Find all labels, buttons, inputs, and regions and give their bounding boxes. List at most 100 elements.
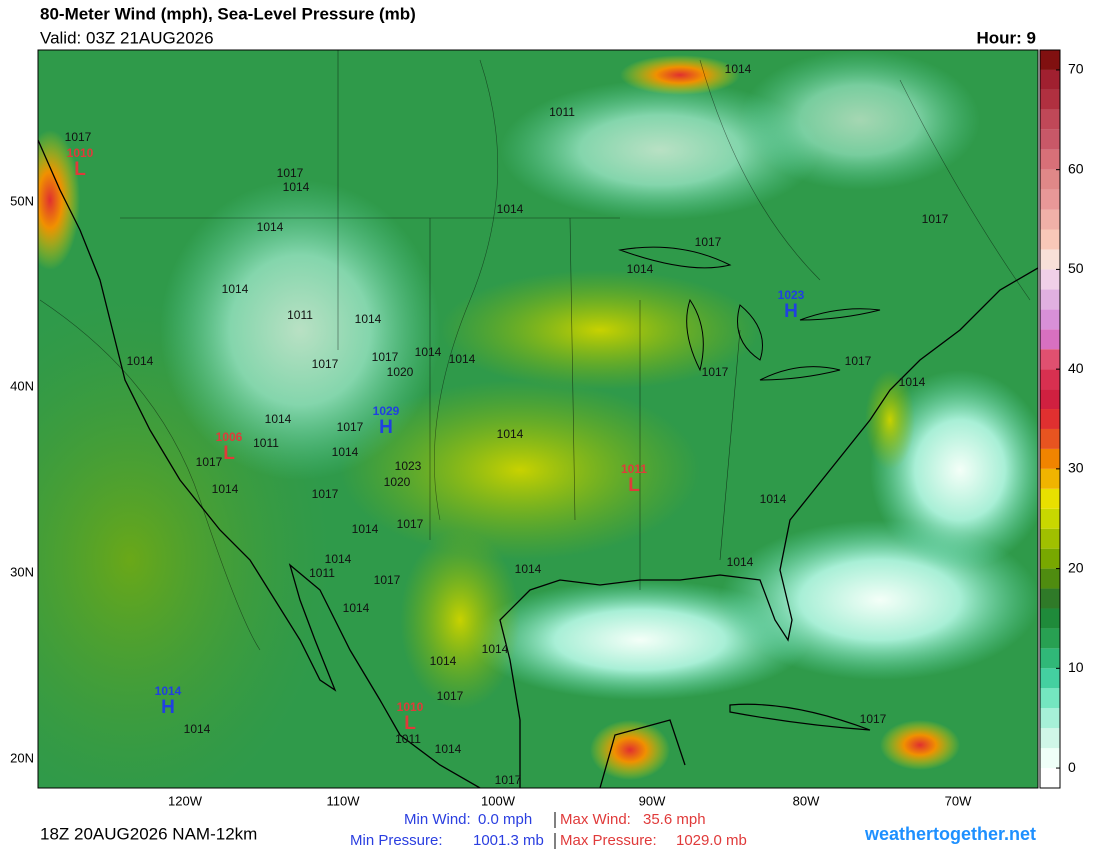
isobar-label: 1014 [325,552,352,566]
isobar-label: 1017 [65,130,92,144]
coastline [38,139,1038,788]
isobar-label: 1014 [212,482,239,496]
colorbar-bin [1040,409,1060,429]
colorbar-bin [1040,448,1060,469]
isobar [39,59,1031,651]
latitude-label: 50N [10,193,34,208]
colorbar-bin [1040,508,1060,529]
colorbar-tick-label: 0 [1068,759,1076,775]
isobar-label: 1014 [497,202,524,216]
colorbar-bin [1040,50,1060,70]
center-symbol: L [628,475,640,496]
isobar-label: 1017 [860,712,887,726]
isobar-label: 1014 [415,345,442,359]
isobar-label: 1014 [127,354,154,368]
min-pressure-value: 1001.3 mb [473,832,544,849]
longitude-label: 120W [168,793,203,808]
colorbar-bin [1040,349,1060,370]
great-lakes [618,246,881,381]
colorbar-bin [1040,89,1060,110]
latitude-label: 20N [10,750,34,765]
center-value: 1011 [621,462,647,476]
isobar-label: 1014 [727,555,754,569]
isobar-label: 1020 [387,365,414,379]
max-wind-value: 35.6 mph [643,811,706,828]
center-symbol: L [404,713,416,734]
colorbar-bin [1040,728,1060,749]
colorbar-bin [1040,249,1060,270]
border [120,50,741,590]
longitude-label: 100W [481,793,516,808]
isobar-label: 1017 [845,354,872,368]
colorbar-bin [1040,648,1060,669]
center-value: 1010 [67,146,94,160]
colorbar-tick-label: 50 [1068,260,1084,276]
isobar-label: 1011 [253,436,279,450]
model-run: 18Z 20AUG2026 NAM-12km [40,824,257,843]
colorbar-bin [1040,229,1060,250]
colorbar-bin [1040,568,1060,589]
valid-time: Valid: 03Z 21AUG2026 [40,28,214,47]
map-field [38,50,1038,788]
isobar-label: 1017 [196,455,223,469]
center-symbol: L [223,443,235,464]
isobar-label: 1014 [283,180,310,194]
colorbar-frame [1039,49,1061,789]
center-value: 1006 [216,430,243,444]
isobar-label: 1014 [497,427,524,441]
center-symbol: H [784,301,798,322]
field-patch [740,50,980,190]
isobar-label: 1014 [899,375,926,389]
isobar-label: 1023 [395,459,422,473]
isobar-label: 1014 [257,220,284,234]
colorbar-bin [1040,289,1060,310]
center-value: 1029 [373,404,400,418]
field-patch [865,370,915,470]
colorbar-tick-label: 30 [1068,460,1084,476]
colorbar-tick-label: 70 [1068,61,1084,77]
colorbar-bin [1040,189,1060,210]
isobar-label: 1011 [287,308,313,322]
colorbar-bin [1040,309,1060,330]
colorbar-tick-label: 20 [1068,559,1084,575]
colorbar-bin [1040,109,1060,130]
center-symbol: H [379,417,393,438]
colorbar-bin [1040,329,1060,350]
colorbar-bin [1040,269,1060,290]
coastline [729,703,871,731]
max-pressure-value: 1029.0 mb [676,832,747,849]
colorbar-bin [1040,608,1060,629]
map-frame [37,49,1039,789]
latitude-label: 30N [10,564,34,579]
isobar-label: 1014 [482,642,509,656]
colorbar-bin [1040,149,1060,170]
isobar-label: 1014 [352,522,379,536]
isobar-label: 1014 [435,742,462,756]
colorbar-bin [1040,708,1060,729]
min-wind-value: 0.0 mph [478,811,532,828]
colorbar-bin [1040,588,1060,609]
site-name: weathertogether.net [864,824,1036,844]
forecast-hour: Hour: 9 [977,28,1037,47]
map-title: 80-Meter Wind (mph), Sea-Level Pressure … [40,4,416,23]
isobar-label: 1014 [222,282,249,296]
center-value: 1010 [397,700,424,714]
isobar-label: 1017 [372,350,399,364]
isobar-label: 1017 [337,420,364,434]
isobar-label: 1014 [449,352,476,366]
colorbar-bin [1040,768,1060,788]
isobar-label: 1014 [515,562,542,576]
min-pressure-label: Min Pressure: [350,832,443,849]
field-patch [160,180,440,480]
longitude-label: 70W [945,793,972,808]
colorbar-bin [1040,389,1060,410]
isobar-label: 1017 [437,689,464,703]
isobar-label: 1017 [495,773,522,787]
isobar-label: 1014 [430,654,457,668]
isobar-label: 1014 [627,262,654,276]
isobar-label: 1014 [355,312,382,326]
longitude-label: 80W [793,793,820,808]
longitude-label: 110W [327,793,361,808]
